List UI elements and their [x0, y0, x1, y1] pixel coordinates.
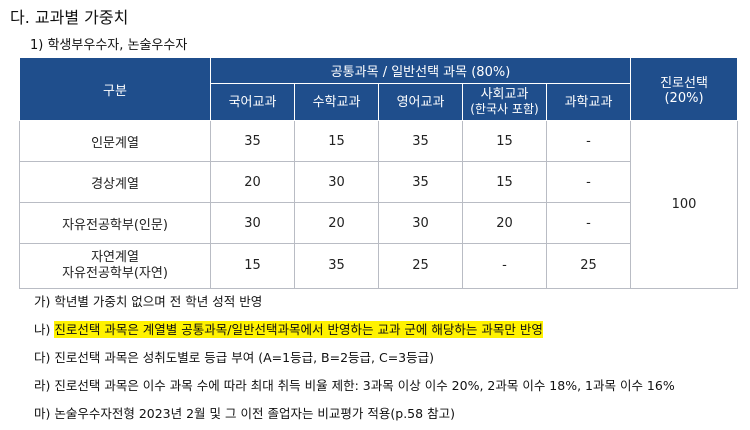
row-name-line2: 자유전공학부(자연): [62, 266, 168, 281]
note-item: 가) 학년별 가중치 없으며 전 학년 성적 반영: [34, 290, 675, 314]
note-item-highlighted: 나) 진로선택 과목은 계열별 공통과목/일반선택과목에서 반영하는 교과 군에…: [34, 318, 675, 342]
cell-english: 35: [378, 161, 463, 203]
cell-social: 20: [462, 202, 547, 244]
header-social-label: 사회교과: [480, 87, 529, 102]
highlighted-note-text: 진로선택 과목은 계열별 공통과목/일반선택과목에서 반영하는 교과 군에 해당…: [54, 321, 543, 338]
header-social-sub: (한국사 포함): [470, 102, 539, 116]
table-row: 인문계열 35 15 35 15 - 100: [19, 120, 739, 289]
cell-korean: 20: [210, 161, 295, 203]
cell-korean: 35: [210, 120, 295, 162]
cell-science: -: [545, 161, 632, 203]
note-item: 라) 진로선택 과목은 이수 과목 수에 따라 최대 취득 비율 제한: 3과목…: [34, 378, 675, 393]
table-row: 경상계열 20 30 35 15 -: [19, 161, 738, 203]
note-item: 다) 진로선택 과목은 성취도별로 등급 부여 (A=1등급, B=2등급, C…: [34, 350, 434, 365]
cell-social: -: [462, 243, 547, 289]
cell-science: 25: [545, 243, 632, 289]
row-name: 자유전공학부(인문): [19, 202, 211, 244]
cell-social: 15: [462, 161, 547, 203]
cell-english: 35: [378, 120, 463, 162]
header-career-label: 진로선택: [660, 76, 708, 91]
cell-science: -: [545, 120, 632, 162]
row-name: 자연계열 자유전공학부(자연): [19, 243, 211, 289]
cell-science: -: [545, 202, 632, 244]
header-career: 진로선택 (20%): [630, 57, 739, 121]
cell-math: 30: [294, 161, 379, 203]
subsection-title: 1) 학생부우수자, 논술우수자: [30, 38, 188, 53]
cell-korean: 15: [210, 243, 295, 289]
cell-english: 25: [378, 243, 463, 289]
table-row: 자유전공학부(인문) 30 20 30 20 -: [19, 202, 738, 244]
note-item: 마) 논술우수자전형 2023년 2월 및 그 이전 졸업자는 비교평가 적용(…: [34, 406, 455, 421]
header-subject-korean: 국어교과: [210, 83, 295, 121]
row-name: 인문계열: [19, 120, 211, 162]
section-title: 다. 교과별 가중치: [10, 8, 129, 27]
note-text: 학년별 가중치 없으며 전 학년 성적 반영: [54, 294, 263, 309]
notes-list: 가) 학년별 가중치 없으며 전 학년 성적 반영 나) 진로선택 과목은 계열…: [34, 290, 675, 430]
row-name-line1: 자연계열: [91, 250, 139, 265]
header-subject-math: 수학교과: [294, 83, 379, 121]
cell-social: 15: [462, 120, 547, 162]
cell-math: 35: [294, 243, 379, 289]
header-common-group: 공통과목 / 일반선택 과목 (80%): [209, 57, 632, 84]
header-subject-social: 사회교과 (한국사 포함): [462, 83, 547, 121]
cell-english: 30: [378, 202, 463, 244]
header-career-percent: (20%): [664, 91, 704, 106]
cell-math: 20: [294, 202, 379, 244]
header-subject-science: 과학교과: [545, 83, 632, 121]
cell-career-value: 100: [630, 120, 739, 289]
header-category: 구분: [19, 57, 211, 121]
note-prefix: 가): [34, 294, 55, 309]
header-subject-english: 영어교과: [378, 83, 463, 121]
table-row: 자연계열 자유전공학부(자연) 15 35 25 - 25: [19, 243, 738, 289]
row-name: 경상계열: [19, 161, 211, 203]
cell-korean: 30: [210, 202, 295, 244]
note-prefix: 나): [34, 322, 55, 337]
cell-math: 15: [294, 120, 379, 162]
weights-table: 구분 공통과목 / 일반선택 과목 (80%) 진로선택 (20%) 국어교과 …: [19, 57, 739, 289]
